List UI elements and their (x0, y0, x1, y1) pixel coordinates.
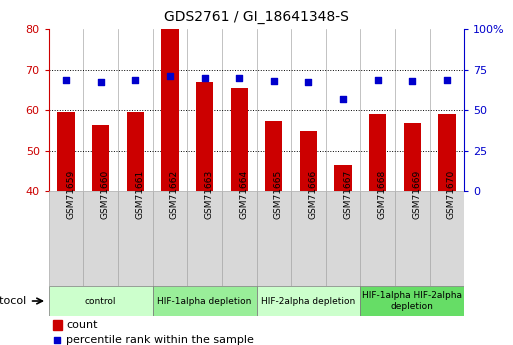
Text: HIF-1alpha depletion: HIF-1alpha depletion (157, 296, 252, 306)
Bar (196, 82, 213, 191)
Text: GSM71669: GSM71669 (412, 170, 421, 219)
Bar (256, 286, 360, 316)
Bar (222, 191, 256, 286)
Text: GSM71668: GSM71668 (378, 170, 387, 219)
Point (304, 79, 312, 85)
Bar (291, 191, 326, 286)
Text: control: control (85, 296, 116, 306)
Text: GSM71664: GSM71664 (239, 170, 248, 219)
Bar (153, 191, 187, 286)
Bar (118, 191, 153, 286)
Text: percentile rank within the sample: percentile rank within the sample (66, 335, 254, 345)
Point (339, 96, 347, 102)
Bar (127, 112, 144, 191)
Text: GSM71670: GSM71670 (447, 170, 456, 219)
Text: HIF-2alpha depletion: HIF-2alpha depletion (261, 296, 356, 306)
Text: GSM71659: GSM71659 (66, 170, 75, 219)
Text: HIF-1alpha HIF-2alpha
depletion: HIF-1alpha HIF-2alpha depletion (362, 291, 462, 311)
Text: GSM71663: GSM71663 (205, 170, 213, 219)
Bar (256, 191, 291, 286)
Bar (360, 191, 395, 286)
Text: GSM71662: GSM71662 (170, 170, 179, 219)
Bar (429, 191, 464, 286)
Point (373, 78, 382, 83)
Bar (92, 125, 109, 191)
Point (235, 75, 243, 81)
Point (53, 337, 62, 343)
Point (408, 78, 417, 84)
Bar (53, 321, 62, 330)
Bar (49, 286, 153, 316)
Point (131, 78, 140, 83)
Text: protocol: protocol (0, 296, 26, 306)
Bar (334, 165, 352, 191)
Text: count: count (66, 320, 97, 330)
Bar (57, 112, 75, 191)
Point (270, 78, 278, 84)
Text: GSM71666: GSM71666 (308, 170, 318, 219)
Bar (265, 120, 283, 191)
Bar (83, 191, 118, 286)
Point (96, 79, 105, 85)
Point (62, 77, 70, 82)
Text: GSM71665: GSM71665 (274, 170, 283, 219)
Bar (360, 286, 464, 316)
Point (443, 78, 451, 83)
Bar (300, 131, 317, 191)
Text: GDS2761 / GI_18641348-S: GDS2761 / GI_18641348-S (164, 10, 349, 24)
Bar (230, 88, 248, 191)
Bar (438, 115, 456, 191)
Point (166, 73, 174, 79)
Bar (49, 191, 83, 286)
Text: GSM71660: GSM71660 (101, 170, 110, 219)
Text: GSM71661: GSM71661 (135, 170, 144, 219)
Bar (395, 191, 429, 286)
Bar (153, 286, 256, 316)
Bar (369, 115, 386, 191)
Bar (326, 191, 360, 286)
Bar (187, 191, 222, 286)
Text: GSM71667: GSM71667 (343, 170, 352, 219)
Bar (404, 122, 421, 191)
Point (201, 75, 209, 81)
Bar (161, 29, 179, 191)
